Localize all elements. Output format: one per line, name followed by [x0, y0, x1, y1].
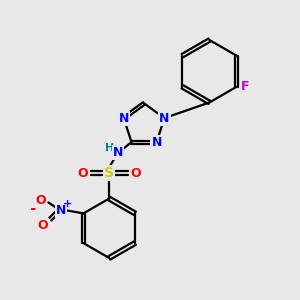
Text: H: H	[105, 143, 114, 153]
Text: N: N	[152, 136, 162, 148]
Text: N: N	[56, 204, 66, 217]
Text: +: +	[63, 199, 72, 209]
Text: N: N	[159, 112, 170, 124]
Text: S: S	[104, 166, 114, 180]
Text: F: F	[241, 80, 249, 93]
Text: O: O	[130, 167, 141, 180]
Text: N: N	[113, 146, 123, 159]
Text: N: N	[118, 112, 129, 124]
Text: O: O	[38, 219, 48, 232]
Text: -: -	[29, 201, 35, 216]
Text: O: O	[77, 167, 88, 180]
Text: O: O	[35, 194, 46, 206]
